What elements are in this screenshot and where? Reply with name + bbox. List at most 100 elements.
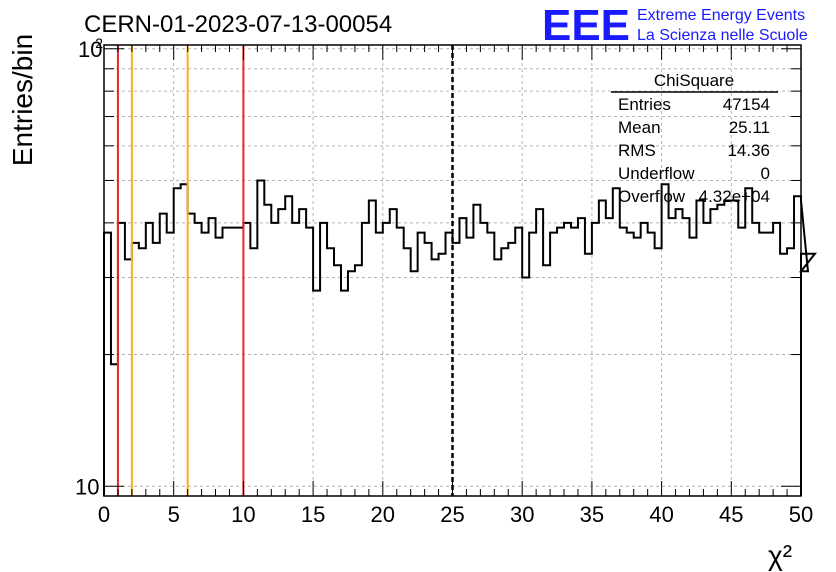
histogram-bin: [216, 238, 223, 496]
x-tick-label: 25: [440, 502, 464, 527]
stats-label: Mean: [618, 118, 661, 137]
histogram-bin: [104, 233, 111, 496]
histogram-bin: [132, 243, 139, 496]
histogram-bin: [759, 233, 766, 496]
histogram-bin: [257, 180, 264, 496]
histogram-bin: [773, 223, 780, 496]
y-tick-base: 10: [78, 37, 102, 62]
histogram-bin: [466, 238, 473, 496]
histogram-bin: [494, 259, 501, 496]
histogram-bin: [118, 223, 125, 496]
histogram-bin: [710, 209, 717, 496]
x-tick-label: 30: [510, 502, 534, 527]
stats-value: 0: [761, 164, 770, 183]
histogram-bin: [696, 200, 703, 496]
x-tick-label: 50: [789, 502, 813, 527]
histogram-bin: [167, 233, 174, 496]
histogram-bin: [571, 228, 578, 496]
logo-line-1: Extreme Energy Events: [637, 7, 805, 24]
histogram-bin: [250, 248, 257, 496]
stats-value: 47154: [723, 95, 770, 114]
histogram: [103, 179, 818, 496]
histogram-bin: [585, 254, 592, 496]
histogram-bin: [139, 248, 146, 496]
histogram-bin: [362, 223, 369, 496]
histogram-bin: [188, 214, 195, 496]
histogram-bin: [669, 218, 676, 496]
histogram-bin: [536, 209, 543, 496]
histogram-bin: [731, 200, 738, 496]
histogram-bin: [111, 364, 118, 496]
histogram-bin: [278, 209, 285, 496]
histogram-bin: [334, 265, 341, 496]
stats-box: ChiSquare Entries 47154 Mean 25.11 RMS 14.36 U…: [611, 71, 778, 206]
histogram-bin: [146, 223, 153, 496]
histogram-bin: [473, 205, 480, 496]
histogram-bin: [627, 233, 634, 496]
stats-value: 14.36: [727, 141, 770, 160]
histogram-bin: [515, 228, 522, 496]
histogram-bin: [613, 188, 620, 496]
x-tick-label: 45: [719, 502, 743, 527]
histogram-bin: [397, 228, 404, 496]
histogram-bin: [738, 228, 745, 496]
logo-mark: EEE: [542, 1, 630, 50]
histogram-bin: [599, 200, 606, 496]
stats-label: Overflow: [618, 187, 686, 206]
histogram-bin: [752, 223, 759, 496]
histogram-bin: [271, 223, 278, 496]
histogram-bin: [313, 291, 320, 496]
histogram-bin: [766, 233, 773, 496]
histogram-bin: [501, 248, 508, 496]
x-tick-label: 5: [168, 502, 180, 527]
histogram-bin: [376, 233, 383, 496]
histogram-bin: [222, 228, 229, 496]
histogram-bin: [243, 223, 250, 496]
histogram-bin: [202, 233, 209, 496]
histogram-bin: [181, 184, 188, 496]
histogram-bin: [620, 228, 627, 496]
histogram-bin: [439, 254, 446, 496]
eee-logo: EEE Extreme Energy Events La Scienza nel…: [542, 1, 808, 50]
histogram-bin: [543, 265, 550, 496]
histogram-bin: [404, 248, 411, 496]
logo-line-2: La Scienza nelle Scuole: [637, 27, 808, 44]
x-tick-labels: 0 5 10 15 20 25 30 35 40 45 50: [98, 502, 813, 527]
histogram-bin: [320, 223, 327, 496]
histogram-bin: [655, 248, 662, 496]
x-tick-label: 10: [231, 502, 255, 527]
histogram-bin: [229, 228, 236, 496]
histogram-bin: [717, 205, 724, 496]
histogram-bin: [341, 291, 348, 496]
stats-value: 4.32e+04: [699, 187, 770, 206]
histogram-bin: [125, 259, 132, 496]
histogram-bin: [390, 209, 397, 496]
histogram-bin: [676, 209, 683, 496]
histogram-bin: [355, 265, 362, 496]
histogram-bin: [703, 223, 710, 496]
histogram-bin: [174, 188, 181, 496]
x-tick-label: 20: [371, 502, 395, 527]
stats-title: ChiSquare: [654, 71, 734, 90]
histogram-bin: [550, 233, 557, 496]
histogram-bin: [209, 218, 216, 496]
histogram-bin: [508, 243, 515, 496]
histogram-bin: [780, 254, 787, 496]
histogram-bin: [745, 188, 752, 496]
histogram-bin: [724, 200, 731, 496]
histogram-bin: [153, 243, 160, 496]
histogram-outline: [103, 179, 818, 496]
histogram-bin: [425, 243, 432, 496]
histogram-bin: [648, 233, 655, 496]
histogram-bin: [529, 233, 536, 496]
x-tick-label: 35: [580, 502, 604, 527]
histogram-bin: [292, 223, 299, 496]
histogram-bin: [432, 259, 439, 496]
y-tick-label: 10: [75, 474, 99, 499]
histogram-bin: [299, 209, 306, 496]
histogram-bin: [480, 223, 487, 496]
histogram-bin: [285, 196, 292, 496]
run-title: CERN-01-2023-07-13-00054: [84, 11, 392, 38]
histogram-bin: [634, 238, 641, 496]
